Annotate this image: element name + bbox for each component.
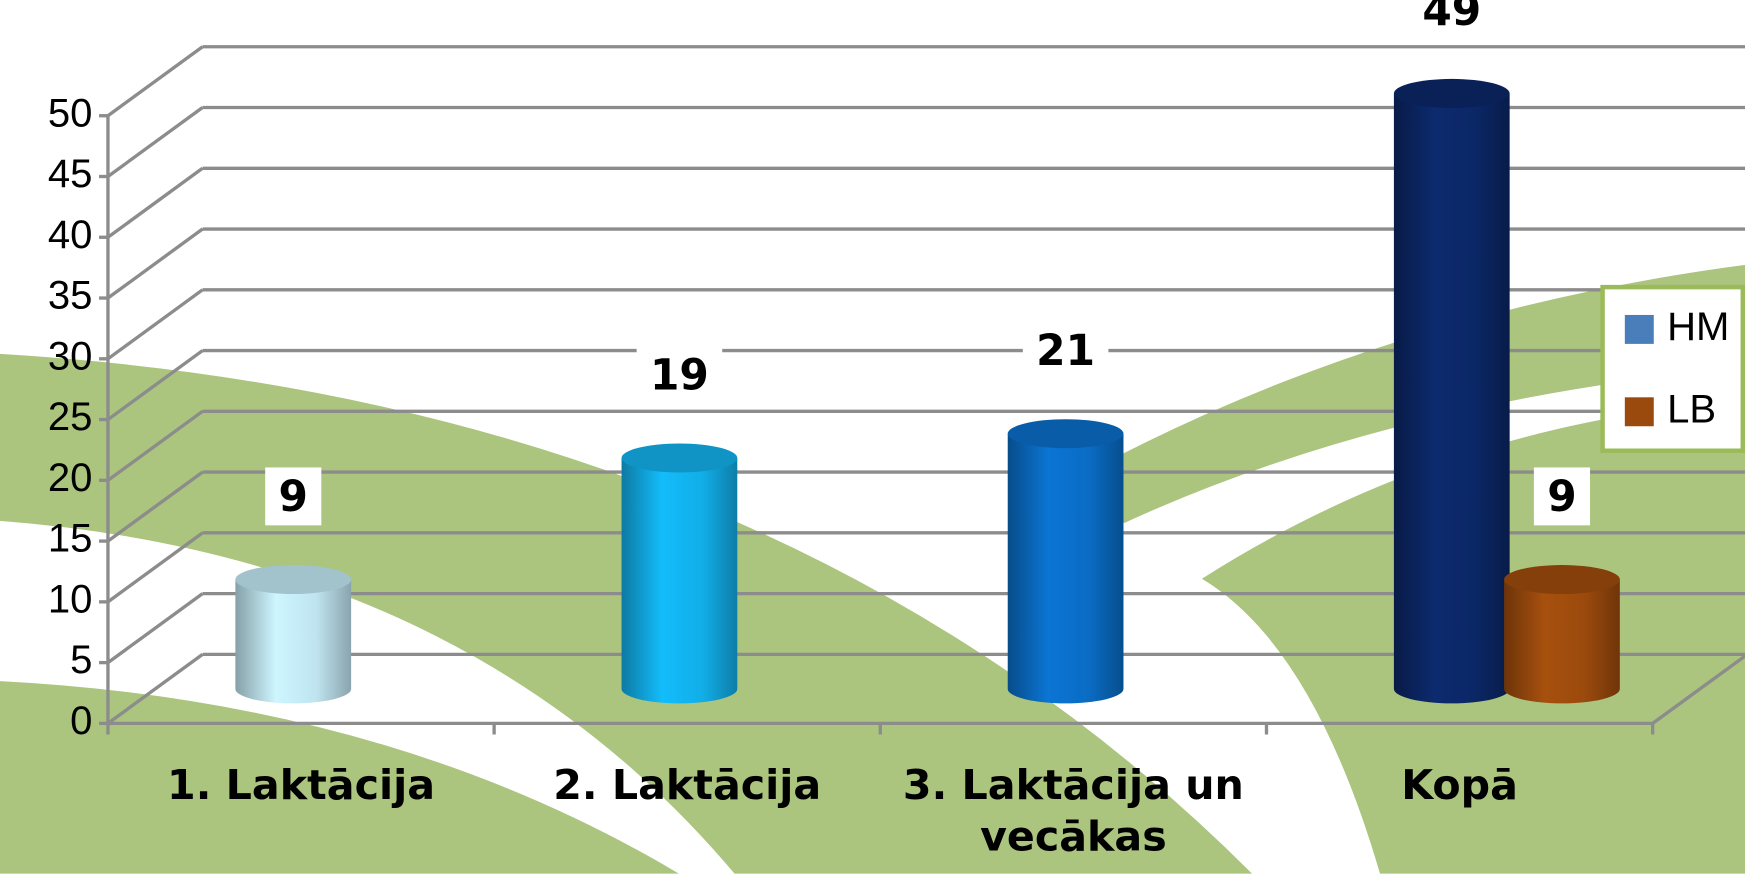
y-tick-label: 25	[48, 395, 93, 439]
data-label: 9	[1547, 472, 1576, 521]
x-tick-label: 3. Laktācija un vecākas	[884, 760, 1262, 863]
grid-line	[108, 168, 203, 237]
y-tick-label: 45	[48, 152, 93, 196]
data-label: 49	[1422, 0, 1481, 35]
bar-top	[235, 565, 351, 594]
legend-marker	[1625, 315, 1654, 344]
y-tick-label: 30	[48, 334, 93, 378]
legend-marker	[1625, 397, 1654, 426]
y-tick-label: 0	[70, 699, 92, 743]
x-tick-label: 1. Laktācija	[112, 760, 490, 811]
y-tick-label: 15	[48, 517, 93, 561]
bar	[1394, 93, 1510, 703]
bar-top	[1504, 565, 1620, 594]
x-label-box: 3. Laktācija un vecākas	[884, 760, 1262, 874]
y-tick-label: 40	[48, 213, 93, 257]
bar-top	[1394, 79, 1510, 108]
y-tick-label: 20	[48, 456, 93, 500]
x-tick-label: 2. Laktācija	[498, 760, 876, 811]
y-tick-label: 50	[48, 91, 93, 135]
bar	[1504, 580, 1620, 704]
grid-line	[108, 47, 203, 116]
data-label: 9	[279, 472, 308, 521]
plot: 0 5 10 15 20 25 30 35 40 45 50 1. Laktācija2. Laktā…	[0, 0, 1745, 874]
x-label-box: Kopā	[1270, 760, 1648, 874]
legend-label: HM	[1667, 305, 1729, 349]
bar	[622, 458, 738, 703]
bar-top	[622, 444, 738, 473]
legend-label: LB	[1667, 387, 1716, 431]
x-tick-label: Kopā	[1270, 760, 1648, 811]
y-tick-label: 10	[48, 577, 93, 621]
y-tick-label: 35	[48, 274, 93, 318]
page: {"chart_data": {"type": "bar3d", "catego…	[0, 0, 1745, 874]
x-label-box: 1. Laktācija	[112, 760, 490, 874]
grid-line	[108, 533, 203, 602]
grid-line	[108, 108, 203, 177]
grid-line	[108, 229, 203, 298]
bar	[235, 580, 351, 704]
grid-line	[108, 594, 203, 663]
data-label: 19	[650, 350, 709, 399]
chart: 0 5 10 15 20 25 30 35 40 45 50 1. Laktācija2. Laktā…	[0, 0, 1745, 874]
grid-line	[108, 290, 203, 359]
x-label-box: 2. Laktācija	[498, 760, 876, 874]
y-tick-label: 5	[70, 638, 92, 682]
data-label: 21	[1036, 326, 1095, 375]
bar	[1008, 434, 1124, 704]
bar-top	[1008, 419, 1124, 448]
